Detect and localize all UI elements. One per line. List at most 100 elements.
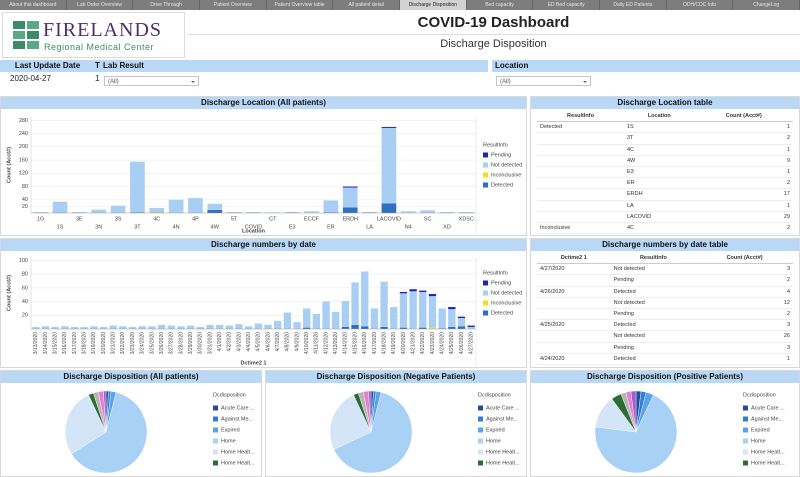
table-row: E3 1	[537, 166, 793, 179]
x-tick-label: 4/27/2020	[468, 332, 474, 354]
tab[interactable]: Patient Overview	[200, 0, 267, 10]
legend-swatch	[743, 438, 748, 444]
chart-panel: Discharge Location (All patients) 20 40 80…	[0, 96, 527, 236]
x-tick-label: 3/27/2020	[169, 332, 175, 354]
tab[interactable]: Daily ED Patients	[600, 0, 667, 10]
table-row: Pending 2	[537, 274, 793, 287]
panel-title: Discharge numbers by date	[1, 239, 526, 251]
bar-segment	[312, 313, 321, 329]
y-tick-label: 60	[22, 285, 28, 291]
table-cell: 17	[694, 188, 793, 201]
legend-label: Inconclusive	[491, 172, 521, 178]
filter-label: Lab Result	[100, 60, 488, 72]
bar-segment	[361, 271, 369, 327]
x-tick-label: 3/24/2020	[140, 332, 146, 354]
x-tick-label: SC	[424, 216, 432, 222]
x-tick-label: 4/23/2020	[430, 332, 436, 354]
data-table: Dctime2 1 ResultInfo Count (Acct#) 4/27/202…	[537, 253, 793, 367]
x-tick-label: XDSC	[459, 216, 474, 222]
tab[interactable]: ODH/CDC Info	[667, 0, 734, 10]
table-cell: LA	[624, 200, 695, 212]
panel-title: Discharge Location (All patients)	[1, 97, 526, 109]
legend-swatch	[213, 438, 218, 444]
table-row: Not detected1G3	[537, 233, 793, 235]
legend-title: ResultInfo	[483, 142, 508, 148]
table-cell	[537, 364, 611, 367]
tab[interactable]: ChangeLog	[733, 0, 800, 10]
legend-swatch	[478, 449, 483, 455]
logo-subtitle: Regional Medical Center	[44, 42, 155, 52]
bar-segment	[457, 316, 466, 319]
table-cell: 3	[696, 263, 793, 276]
bar-segment	[303, 327, 311, 329]
legend-title: ResultInfo	[483, 270, 508, 276]
table-cell: 2	[694, 222, 793, 235]
bar-segment	[119, 326, 127, 329]
table-row: 4/24/2020 Detected 1	[537, 353, 793, 365]
x-tick-label: 4/2/2020	[227, 332, 233, 352]
x-axis-label: Location	[242, 228, 266, 234]
table-cell	[537, 274, 611, 287]
bar-segment	[322, 301, 330, 329]
legend-label: Home Healt...	[221, 449, 255, 455]
x-tick-label: 4W	[211, 224, 220, 230]
bar-segment	[130, 161, 145, 213]
table-cell: Pending	[610, 274, 697, 287]
last-update-filter: Last Update Date 2020-04-27	[0, 60, 95, 94]
bar-segment	[303, 308, 311, 328]
bar-segment	[342, 207, 358, 213]
filter-label: Last Update Date	[0, 60, 95, 72]
chart-panel: Discharge numbers by date 20 40 60 80 100 Cou…	[0, 238, 527, 368]
location-filter: Location (All)	[492, 60, 800, 94]
legend-label: Detected	[491, 182, 513, 188]
legend-label: Home Healt...	[221, 460, 255, 466]
tab[interactable]: Bed capacity	[467, 0, 534, 10]
tab[interactable]: Lab Order Overview	[67, 0, 134, 10]
table-row: 4W 9	[537, 155, 793, 167]
bar-segment	[167, 325, 175, 329]
tab[interactable]: All patient detail	[333, 0, 401, 10]
bar-segment	[52, 201, 68, 213]
bar-segment	[235, 324, 243, 329]
tab[interactable]: About this dashboard	[0, 0, 67, 10]
bar-segment	[362, 212, 377, 213]
bar-segment	[61, 326, 69, 329]
x-tick-label: 3/15/2020	[53, 332, 59, 354]
bar-segment	[428, 296, 437, 328]
filter-value: 1	[95, 74, 100, 83]
legend-label: Home Healt...	[751, 449, 785, 455]
legend-swatch	[213, 449, 218, 455]
bar-segment	[409, 291, 417, 329]
bar-segment	[186, 325, 195, 329]
x-tick-label: XD	[443, 224, 451, 230]
x-tick-label: 4/18/2020	[381, 332, 387, 354]
pie-slice	[103, 390, 107, 433]
x-tick-label: 3/22/2020	[120, 332, 126, 354]
tab[interactable]: Patient Overview table	[267, 0, 334, 10]
table-cell	[537, 297, 611, 309]
table-cell: 4W	[624, 155, 695, 167]
panel-title: Discharge Location table	[531, 97, 799, 109]
x-tick-label: ER	[327, 224, 335, 230]
dropdown[interactable]: (All)	[496, 76, 591, 86]
divider	[187, 34, 800, 35]
title-block: COVID-19 Dashboard Discharge Disposition	[187, 12, 800, 58]
x-tick-label: 4P	[192, 216, 199, 222]
bar-segment	[438, 328, 446, 329]
table-cell: Not detected	[610, 297, 697, 309]
tab[interactable]: ED Bed capacity	[533, 0, 601, 10]
legend-swatch	[483, 172, 488, 178]
dashboard-title: COVID-19 Dashboard	[417, 14, 570, 31]
tab[interactable]: Drive Through	[133, 0, 201, 10]
table-cell: Detected	[610, 319, 697, 332]
legend-label: Detected	[491, 310, 513, 316]
header-row: Dctime2 1 ResultInfo Count (Acct#)	[537, 253, 793, 265]
tab[interactable]: Discharge Disposition	[400, 0, 467, 10]
dropdown[interactable]: (All)	[104, 76, 199, 86]
x-tick-label: 4/10/2020	[304, 332, 310, 354]
table-cell: 29	[694, 211, 793, 223]
bar-segment	[323, 212, 339, 213]
legend-label: Home	[221, 438, 236, 444]
